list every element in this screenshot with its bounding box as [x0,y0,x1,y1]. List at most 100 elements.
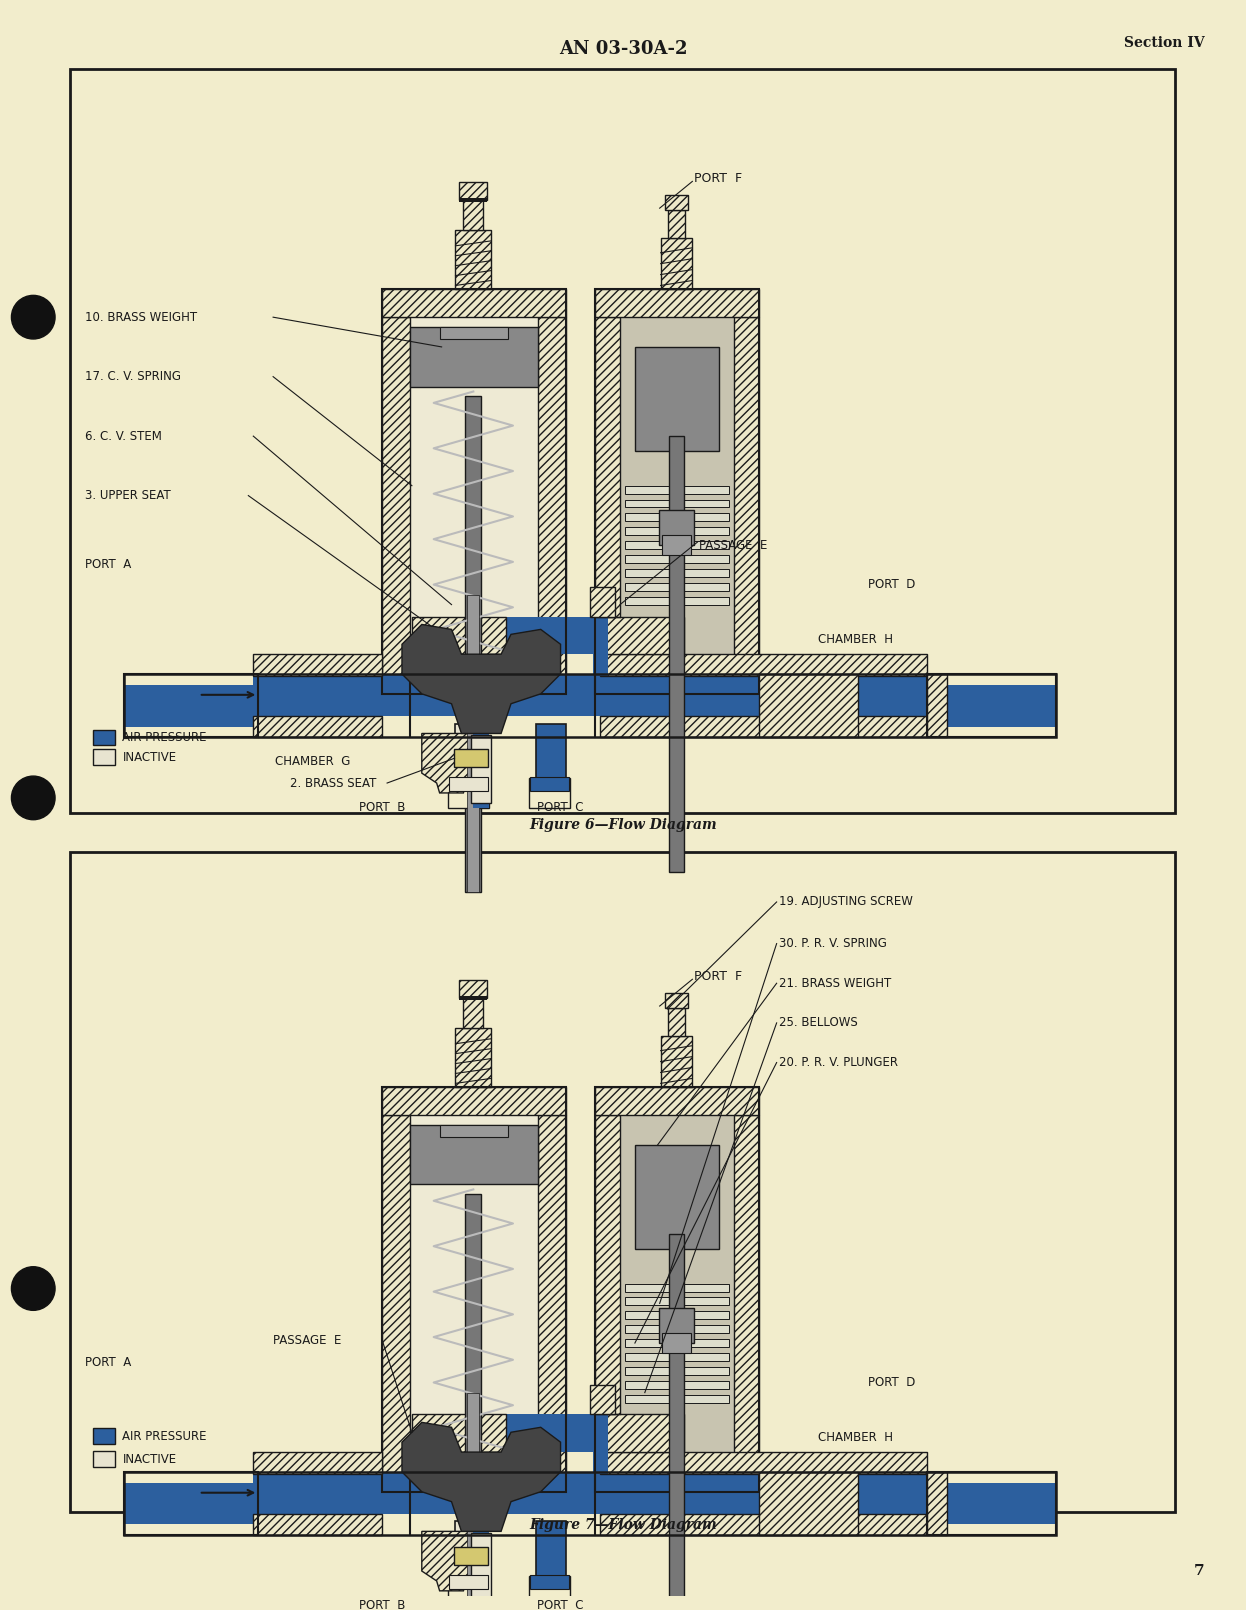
Bar [662,1333,692,1352]
Bar [625,528,729,535]
Bar [601,1513,927,1536]
Bar [410,1125,538,1185]
Polygon shape [402,625,561,734]
Bar [125,684,258,726]
Bar [383,1116,410,1492]
Bar [625,583,729,591]
Bar [467,1393,480,1610]
Bar [601,715,927,737]
Bar [253,675,927,715]
Bar [447,1576,490,1605]
Bar [596,617,684,654]
Text: PORT  B: PORT B [359,802,405,815]
Bar [625,597,729,605]
Bar [625,514,729,522]
Bar [621,317,734,694]
Bar [383,1087,566,1116]
Bar [460,198,487,203]
Text: INACTIVE: INACTIVE [122,750,177,763]
Bar [669,436,684,873]
Bar [456,1027,491,1087]
Bar [455,1547,488,1565]
Bar [625,1394,729,1402]
Circle shape [11,1267,55,1311]
Bar [659,510,694,546]
Text: 7: 7 [1194,1563,1205,1578]
Bar [927,1472,947,1536]
Bar [660,1035,693,1087]
Text: AIR PRESSURE: AIR PRESSURE [122,731,207,744]
Text: PORT  C: PORT C [537,1599,584,1610]
Text: 2. BRASS SEAT: 2. BRASS SEAT [290,776,376,789]
Bar [662,535,692,555]
Bar [125,1472,258,1536]
Bar [456,1521,485,1600]
Text: CHAMBER  G: CHAMBER G [275,755,350,768]
Text: PORT  F: PORT F [694,969,743,982]
Bar [625,568,729,576]
Bar [440,1125,508,1137]
Bar [412,1415,596,1452]
Text: 25. BELLOWS: 25. BELLOWS [779,1016,857,1029]
Bar [470,1526,483,1605]
Bar [734,317,759,694]
Bar [464,998,483,1027]
Bar [460,980,487,998]
Text: 21. BRASS WEIGHT: 21. BRASS WEIGHT [779,977,891,990]
Bar [466,1195,481,1610]
Bar [601,1452,927,1473]
Bar [668,211,685,238]
Bar [467,594,480,892]
Bar [625,1352,729,1360]
Bar [125,1472,1057,1536]
Bar [466,396,481,892]
Text: 17. C. V. SPRING: 17. C. V. SPRING [85,370,181,383]
Text: 19. ADJUSTING SCREW: 19. ADJUSTING SCREW [779,895,912,908]
Bar [664,195,689,211]
Polygon shape [402,1422,561,1531]
Bar [70,69,1175,813]
Text: Section IV: Section IV [1124,35,1205,50]
Bar [536,1521,566,1600]
Bar [125,1483,258,1525]
Bar [596,1087,759,1116]
Bar [927,684,1057,726]
Text: CHAMBER  H: CHAMBER H [819,1431,893,1444]
Circle shape [11,776,55,819]
Bar [759,1472,858,1536]
Bar [596,290,759,317]
Bar [625,541,729,549]
Text: Figure 6—Flow Diagram: Figure 6—Flow Diagram [530,818,716,832]
Circle shape [11,295,55,340]
Text: 3. UPPER SEAT: 3. UPPER SEAT [85,489,171,502]
Bar [70,852,1175,1512]
Bar [471,736,491,803]
Text: PORT  D: PORT D [867,1377,916,1389]
Text: PORT  C: PORT C [537,802,584,815]
Bar [460,182,487,200]
Bar [625,555,729,563]
Text: PORT  A: PORT A [85,1356,131,1370]
Bar [734,1116,759,1492]
Text: AIR PRESSURE: AIR PRESSURE [122,1430,207,1443]
Bar [412,617,506,654]
Text: Figure 7—Flow Diagram: Figure 7—Flow Diagram [530,1518,716,1533]
Bar [412,1415,506,1452]
Bar [625,1340,729,1348]
Bar [410,1116,538,1492]
Bar [530,1575,569,1589]
Bar [92,1451,115,1467]
Bar [253,1472,927,1513]
Bar [625,1381,729,1389]
Bar [253,1452,383,1473]
Text: 6. C. V. STEM: 6. C. V. STEM [85,430,162,443]
Bar [659,1309,694,1343]
Text: INACTIVE: INACTIVE [122,1452,177,1465]
Text: 20. P. R. V. PLUNGER: 20. P. R. V. PLUNGER [779,1056,897,1069]
Bar [125,675,258,737]
Bar [591,586,616,617]
Bar [383,317,410,694]
Bar [538,317,566,694]
Bar [530,778,569,791]
Bar [470,728,483,808]
